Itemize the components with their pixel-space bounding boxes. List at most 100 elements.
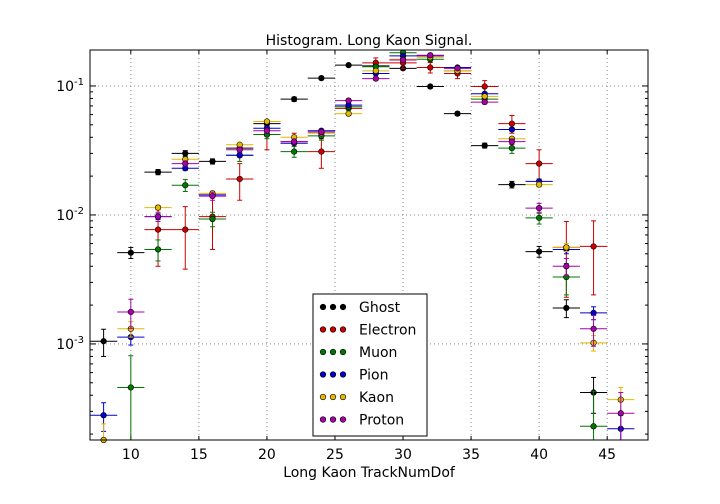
data-point	[236, 152, 243, 159]
x-tick-label: 25	[326, 447, 344, 463]
chart-title: Histogram. Long Kaon Signal.	[266, 33, 473, 49]
y-tick-label: 10-1	[56, 77, 84, 95]
legend-marker	[319, 326, 327, 333]
data-point	[182, 226, 189, 233]
legend-marker	[329, 371, 337, 378]
data-point	[590, 325, 597, 332]
legend-marker	[319, 371, 327, 378]
data-point	[154, 168, 162, 176]
y-tick-label: 10-3	[56, 335, 84, 353]
legend-marker	[319, 303, 327, 311]
data-point	[345, 62, 352, 69]
data-point	[127, 249, 134, 256]
data-point	[318, 75, 325, 82]
legend-box	[312, 293, 428, 437]
legend-marker	[339, 303, 347, 311]
legend-label: Muon	[359, 345, 397, 361]
legend-marker	[329, 303, 337, 311]
data-point	[291, 138, 298, 145]
legend-marker	[329, 348, 337, 356]
legend-marker	[339, 416, 347, 423]
x-tick-label: 35	[462, 447, 480, 463]
data-point	[481, 83, 488, 90]
data-point	[590, 243, 597, 250]
data-point	[236, 146, 243, 153]
data-point	[263, 118, 271, 125]
data-point	[427, 83, 434, 90]
x-axis-label: Long Kaon TrackNumDof	[283, 465, 456, 481]
data-point	[182, 160, 189, 167]
data-point	[154, 226, 162, 233]
legend-marker	[339, 371, 347, 378]
data-point	[427, 52, 434, 59]
y-tick-exponent: -2	[74, 206, 84, 217]
legend-marker	[339, 393, 347, 401]
data-point	[508, 144, 516, 152]
data-point	[454, 65, 461, 72]
legend-marker	[329, 416, 337, 423]
x-tick-label: 20	[258, 447, 276, 463]
data-point	[345, 97, 352, 104]
data-point	[399, 56, 407, 64]
data-point	[263, 127, 271, 134]
legend-label: Electron	[359, 323, 416, 339]
data-point	[536, 160, 543, 167]
legend-marker	[329, 393, 337, 401]
data-point	[291, 96, 298, 103]
data-point	[209, 215, 216, 223]
data-point	[536, 248, 543, 255]
legend-marker	[319, 393, 327, 401]
data-point	[508, 181, 516, 188]
data-point	[427, 64, 434, 71]
data-point	[100, 338, 107, 345]
data-point	[318, 148, 325, 155]
data-point	[291, 148, 298, 155]
data-point	[563, 304, 570, 312]
data-point	[127, 384, 134, 391]
x-tick-label: 10	[122, 447, 140, 463]
data-point	[536, 205, 543, 212]
legend: Ghost Electron Muon Pion Kaon Proton	[312, 293, 428, 437]
x-tick-label: 45	[598, 447, 616, 463]
data-point	[481, 98, 488, 106]
data-point	[209, 192, 216, 200]
legend-label: Kaon	[359, 390, 394, 406]
x-tick-label: 30	[394, 447, 412, 463]
plot-frame	[89, 49, 649, 441]
data-point	[590, 423, 597, 430]
data-point	[345, 110, 352, 117]
y-tick-base: 10	[56, 79, 74, 95]
data-point	[590, 309, 597, 317]
y-tick-base: 10	[56, 208, 74, 224]
data-point	[508, 126, 516, 133]
data-point	[372, 75, 379, 82]
data-point	[563, 263, 570, 270]
data-point	[372, 67, 379, 74]
data-point	[236, 175, 243, 183]
series-proton	[117, 52, 635, 440]
data-point	[454, 110, 461, 117]
data-point	[318, 128, 325, 136]
y-tick-label: 10-2	[56, 206, 84, 224]
legend-marker	[319, 348, 327, 356]
data-point	[182, 182, 189, 189]
data-point	[481, 142, 488, 149]
data-point	[508, 120, 516, 127]
legend-label: Pion	[359, 368, 388, 384]
y-tick-exponent: -1	[74, 77, 84, 88]
data-point	[182, 150, 189, 157]
data-point	[563, 244, 570, 251]
data-point	[127, 308, 134, 316]
legend-marker	[319, 416, 327, 423]
data-point	[100, 412, 107, 419]
legend-marker	[339, 326, 347, 333]
data-point	[209, 158, 216, 165]
data-point	[481, 93, 488, 100]
legend-label: Ghost	[359, 300, 401, 316]
x-tick-label: 15	[190, 447, 208, 463]
legend-label: Proton	[359, 413, 404, 429]
data-point	[617, 410, 624, 417]
data-point	[536, 214, 543, 221]
